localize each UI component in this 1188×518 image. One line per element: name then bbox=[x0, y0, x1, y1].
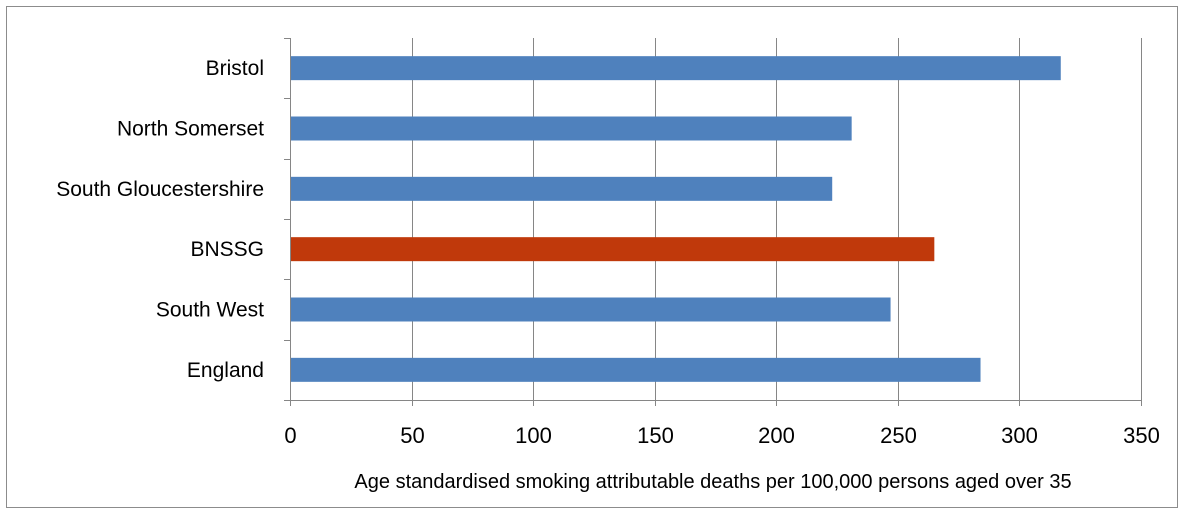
x-tick-label: 250 bbox=[880, 423, 917, 448]
gridlines bbox=[412, 38, 1142, 400]
y-category-label: North Somerset bbox=[117, 118, 264, 141]
x-tick-label: 100 bbox=[515, 423, 552, 448]
y-category-label: BNSSG bbox=[190, 238, 264, 261]
y-category-label: England bbox=[187, 359, 264, 382]
y-category-label: South West bbox=[156, 299, 264, 322]
bar-england bbox=[291, 357, 981, 382]
y-category-label: Bristol bbox=[206, 57, 264, 80]
bars bbox=[291, 56, 1061, 382]
bar-bristol bbox=[291, 56, 1061, 81]
x-tick-label: 200 bbox=[758, 423, 795, 448]
bar-north-somerset bbox=[291, 116, 852, 141]
x-tick-label: 150 bbox=[637, 423, 674, 448]
x-tick-label: 0 bbox=[284, 423, 296, 448]
bar-south-west bbox=[291, 297, 891, 322]
x-tick-label: 300 bbox=[1001, 423, 1038, 448]
bar-bnssg bbox=[291, 237, 935, 262]
x-tick-label: 50 bbox=[400, 423, 424, 448]
bar-south-gloucestershire bbox=[291, 176, 833, 201]
y-category-label: South Gloucestershire bbox=[56, 178, 264, 201]
x-axis-title: Age standardised smoking attributable de… bbox=[354, 471, 1071, 493]
x-tick-label: 350 bbox=[1123, 423, 1160, 448]
labels: 0 50 100 150 200 250 300 350 Bristol North Somers… bbox=[56, 57, 1160, 448]
axes bbox=[284, 38, 1142, 406]
